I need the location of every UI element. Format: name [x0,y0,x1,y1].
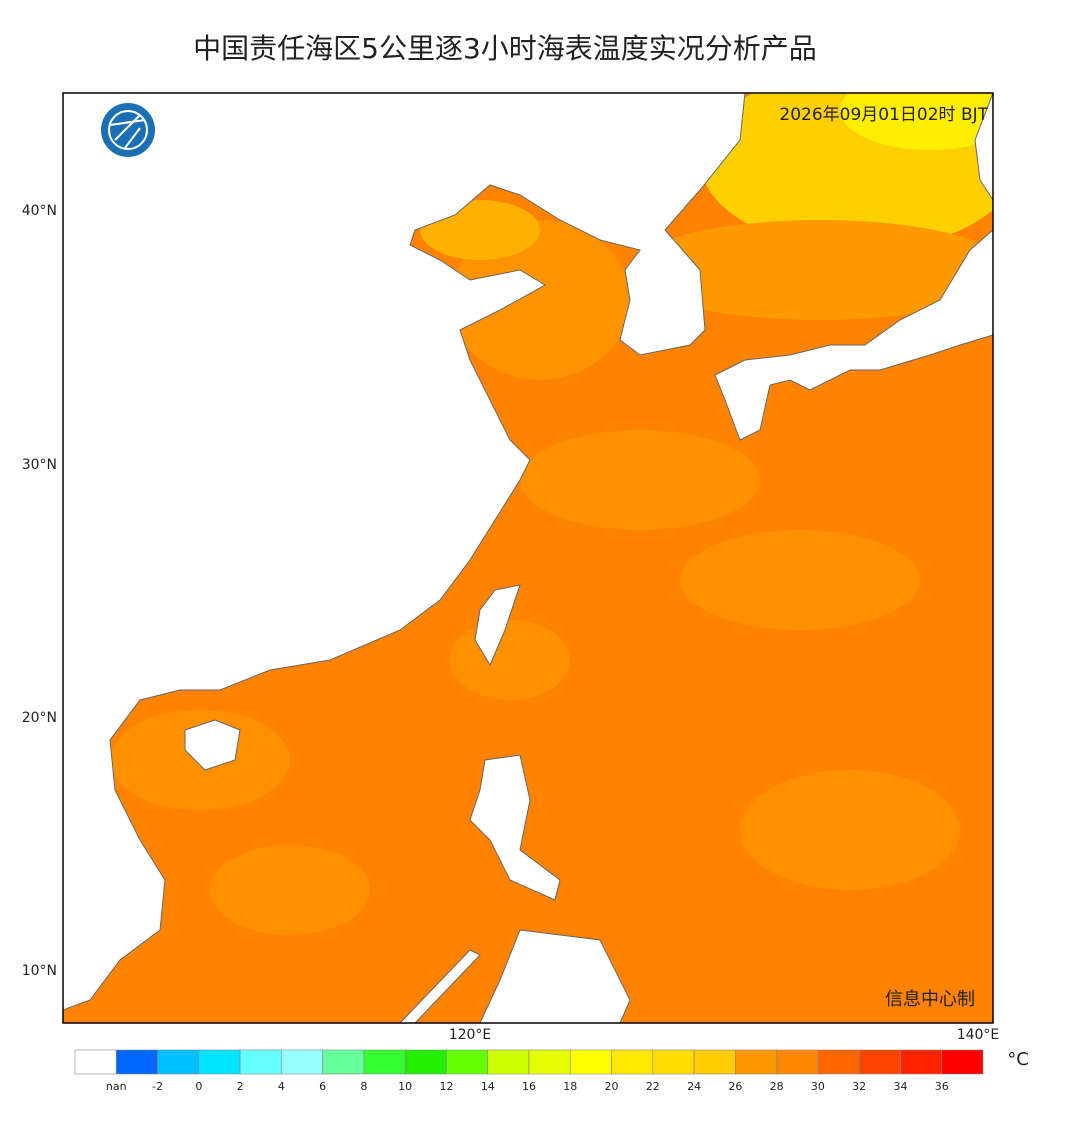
colorbar-box [363,1049,406,1075]
colorbar-box [652,1049,695,1075]
colorbar-label: 32 [852,1080,866,1093]
colorbar-label: 26 [728,1080,742,1093]
sst-patch [210,845,370,935]
colorbar-box [446,1049,489,1075]
colorbar-box [900,1049,943,1075]
colorbar-box [115,1049,158,1075]
colorbar-label: nan [106,1080,127,1093]
title: 中国责任海区5公里逐3小时海表温度实况分析产品 [193,32,817,65]
lat-label: 40°N [22,203,57,219]
hainan [184,719,241,771]
map [63,93,993,1023]
colorbar-label: 18 [563,1080,577,1093]
colorbar-unit: °C [1007,1049,1029,1070]
lon-label: 140°E [957,1027,1000,1043]
colorbar-box [157,1049,200,1075]
colorbar-box [74,1049,117,1075]
colorbar-box [941,1049,984,1075]
sst-patch [450,220,630,380]
logo [101,103,155,157]
colorbar-box [776,1049,819,1075]
sst-patch [680,530,920,630]
colorbar-label: 6 [319,1080,326,1093]
colorbar-box [735,1049,777,1075]
colorbar-label: 12 [439,1080,453,1093]
colorbar-box [281,1049,323,1075]
colorbar-box [487,1049,530,1075]
colorbar-label: 16 [522,1080,536,1093]
map-frame [62,92,994,1024]
colorbar-label: -2 [152,1080,163,1093]
mindanao [479,929,631,1023]
colorbar: nan -2 0 2 4 6 8 10 12 14 16 18 20 22 24 26 28 30 32 34 36 [74,1049,984,1093]
colorbar-box [322,1049,365,1075]
hokkaido [974,93,993,201]
colorbar-label: 28 [770,1080,784,1093]
sst-patch [840,93,993,150]
colorbar-label: 24 [687,1080,701,1093]
colorbar-label: 30 [811,1080,825,1093]
sst-patch [450,620,570,700]
sst-patch [740,770,960,890]
colorbar-box [528,1049,571,1075]
taiwan [474,584,521,667]
colorbar-label: 14 [481,1080,495,1093]
sst-patch [520,430,760,530]
timestamp: 2026年09月01日02时 BJT [779,105,988,125]
colorbar-label: 20 [605,1080,619,1093]
colorbar-box [404,1049,447,1075]
colorbar-box [611,1049,654,1075]
colorbar-label: 36 [935,1080,949,1093]
colorbar-label: 2 [237,1080,244,1093]
lat-label: 20°N [22,710,57,726]
palawan [399,949,481,1023]
colorbar-box [198,1049,241,1075]
luzon [469,754,561,901]
credit: 信息中心制 [885,989,975,1010]
colorbar-box [693,1049,736,1075]
sst-patch [630,220,993,320]
colorbar-box [239,1049,282,1075]
colorbar-label: 34 [893,1080,907,1093]
lon-label: 120°E [449,1027,492,1043]
lat-label: 10°N [22,963,57,979]
colorbar-label: 4 [278,1080,285,1093]
japan [714,229,993,441]
colorbar-box [817,1049,860,1075]
colorbar-label: 0 [195,1080,202,1093]
colorbar-box [858,1049,901,1075]
lat-label: 30°N [22,457,57,473]
colorbar-box [569,1049,612,1075]
colorbar-label: 22 [646,1080,660,1093]
colorbar-label: 10 [398,1080,412,1093]
mainland [63,93,746,1011]
colorbar-label: 8 [360,1080,367,1093]
